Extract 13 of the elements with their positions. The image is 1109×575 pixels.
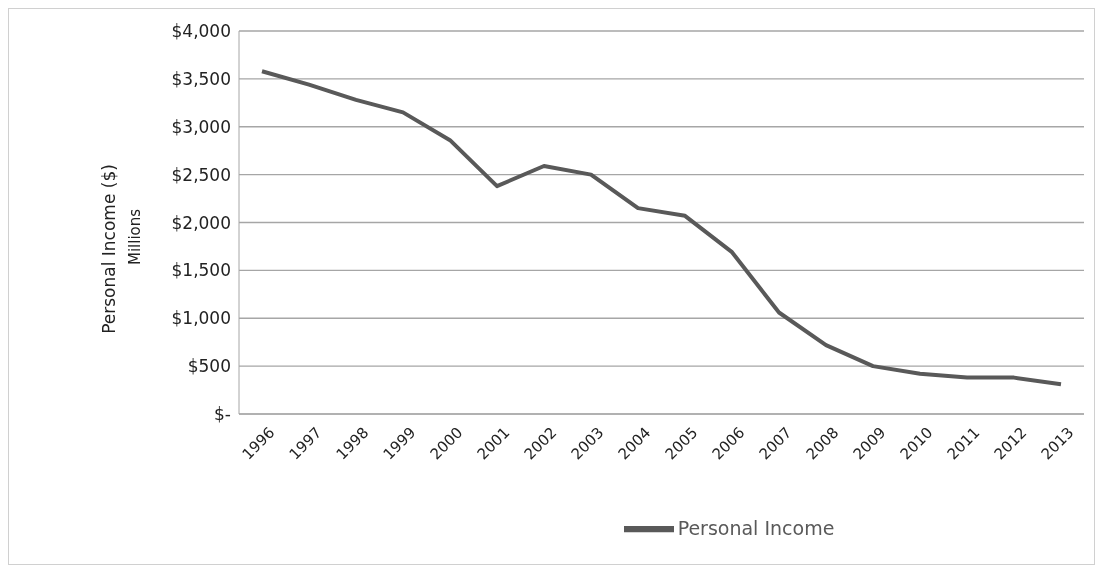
line-series (260, 69, 1063, 387)
y-tick-label: $2,500 (171, 164, 231, 185)
y-tick-label: $- (214, 404, 231, 425)
y-tick-label: $3,000 (171, 116, 231, 137)
y-tick-label: $3,500 (171, 68, 231, 89)
y-tick-label: $500 (187, 356, 231, 377)
y-tick-label: $2,000 (171, 212, 231, 233)
y-axis-title: Personal Income ($) (99, 164, 119, 334)
y-tick-label: $4,000 (171, 21, 231, 42)
y-tick-label: $1,000 (171, 308, 231, 329)
legend-label: Personal Income (677, 516, 835, 539)
y-tick-label: $1,500 (171, 260, 231, 281)
text: Millions (126, 208, 144, 266)
